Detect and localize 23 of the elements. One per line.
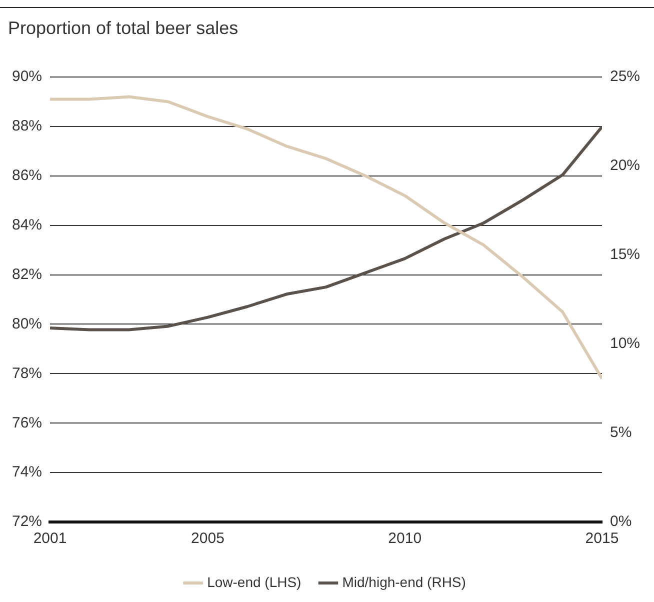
y-tick-label: 90% (12, 68, 42, 86)
y2-tick-label: 5% (610, 424, 632, 442)
legend-label: Mid/high-end (RHS) (342, 574, 466, 590)
y-tick-label: 80% (12, 315, 42, 332)
x-tick-label: 2001 (33, 530, 67, 548)
y-tick-label: 88% (12, 118, 42, 135)
chart-title: Proportion of total beer sales (8, 18, 238, 39)
y-tick-label: 72% (12, 513, 42, 530)
y2-tick-label: 0% (610, 513, 632, 530)
legend-label: Low-end (LHS) (207, 574, 302, 590)
x-tick-label: 2015 (585, 530, 619, 548)
y-tick-label: 78% (12, 364, 42, 382)
y-tick-label: 76% (12, 414, 42, 432)
y-tick-label: 82% (12, 266, 42, 283)
y2-tick-label: 10% (610, 335, 640, 352)
y2-tick-label: 15% (610, 246, 640, 264)
y-tick-label: 86% (12, 167, 42, 184)
x-tick-label: 2005 (191, 530, 224, 548)
y2-tick-label: 20% (610, 157, 640, 174)
y-tick-label: 84% (12, 216, 42, 234)
y2-tick-label: 25% (610, 68, 640, 86)
x-tick-label: 2010 (388, 530, 422, 548)
y-tick-label: 74% (12, 464, 42, 481)
